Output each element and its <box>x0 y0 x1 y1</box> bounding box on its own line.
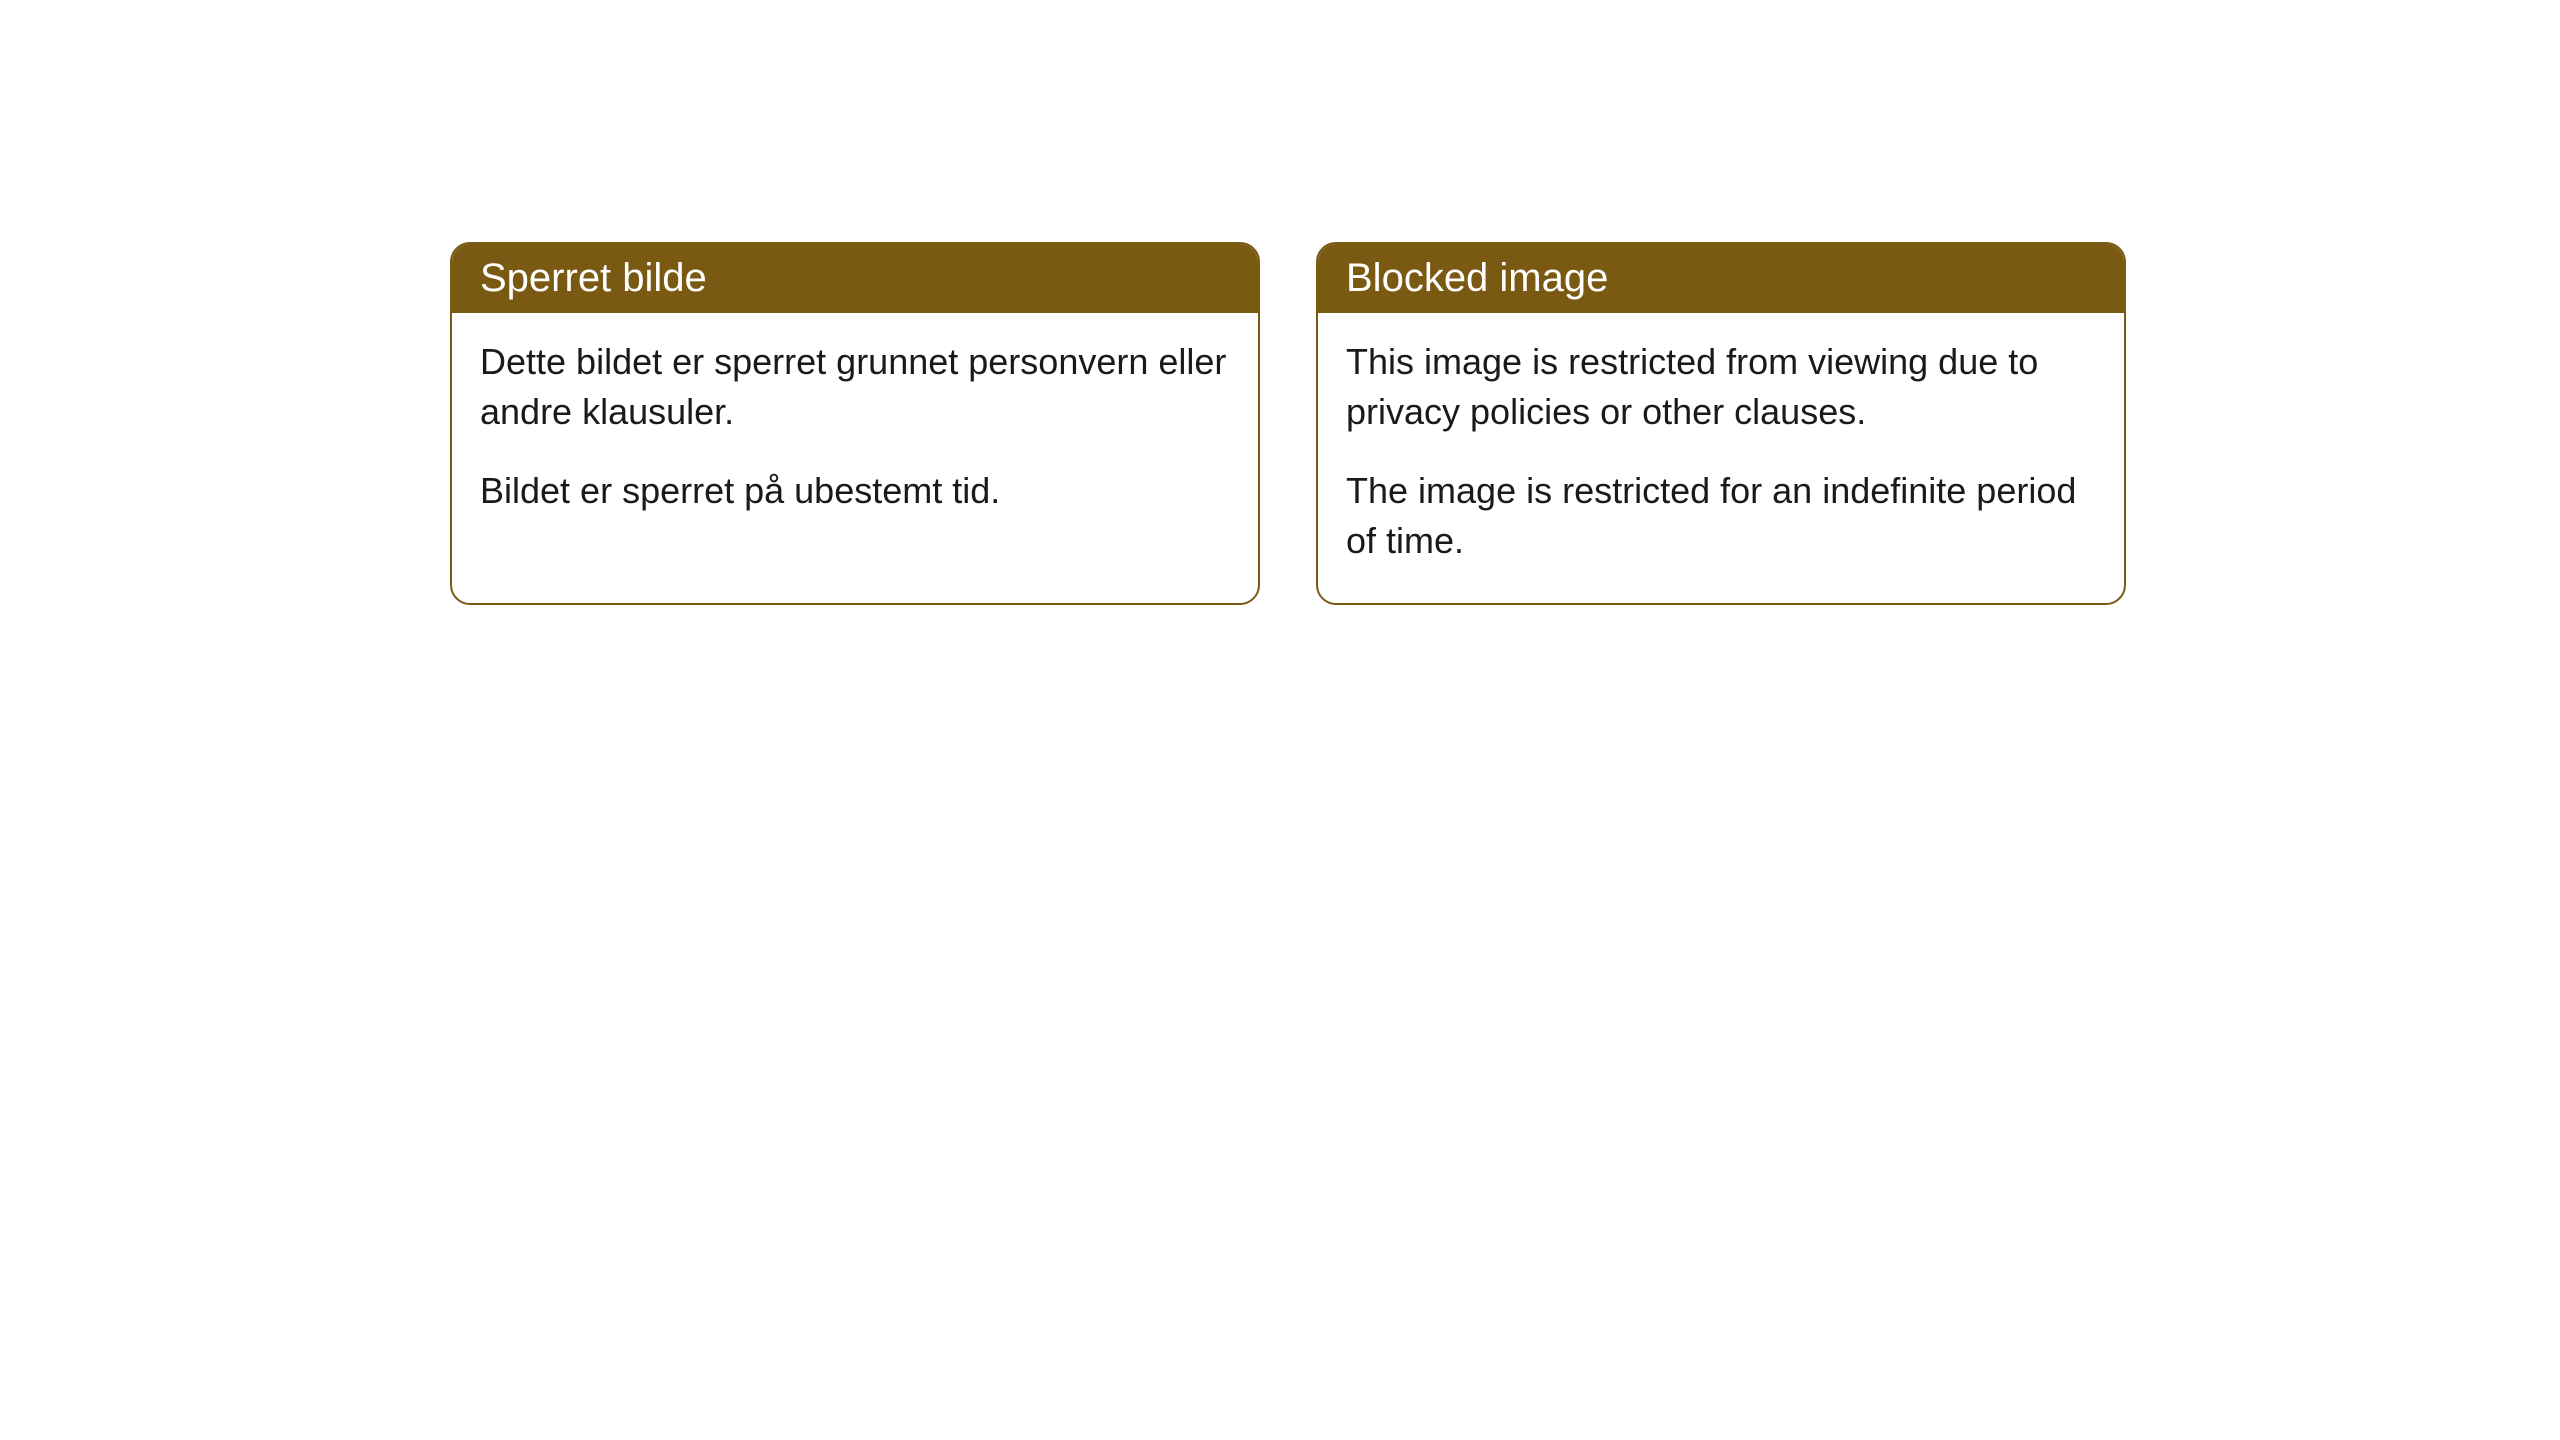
card-header-norwegian: Sperret bilde <box>452 244 1258 313</box>
card-paragraph-1-english: This image is restricted from viewing du… <box>1346 337 2096 438</box>
card-header-english: Blocked image <box>1318 244 2124 313</box>
card-paragraph-2-norwegian: Bildet er sperret på ubestemt tid. <box>480 466 1230 516</box>
card-paragraph-2-english: The image is restricted for an indefinit… <box>1346 466 2096 567</box>
blocked-image-card-english: Blocked image This image is restricted f… <box>1316 242 2126 605</box>
card-body-english: This image is restricted from viewing du… <box>1318 313 2124 603</box>
card-title-norwegian: Sperret bilde <box>480 256 707 300</box>
blocked-image-card-norwegian: Sperret bilde Dette bildet er sperret gr… <box>450 242 1260 605</box>
card-body-norwegian: Dette bildet er sperret grunnet personve… <box>452 313 1258 552</box>
card-paragraph-1-norwegian: Dette bildet er sperret grunnet personve… <box>480 337 1230 438</box>
card-title-english: Blocked image <box>1346 256 1608 300</box>
notice-cards-container: Sperret bilde Dette bildet er sperret gr… <box>450 242 2126 605</box>
